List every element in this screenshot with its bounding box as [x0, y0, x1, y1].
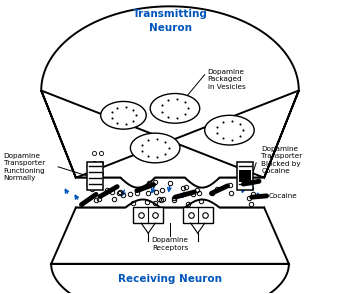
- Bar: [183, 208, 212, 223]
- Ellipse shape: [101, 101, 146, 129]
- Text: Dopamine
Transporter
Blocked by
Cocaine: Dopamine Transporter Blocked by Cocaine: [261, 146, 302, 174]
- Ellipse shape: [205, 115, 254, 145]
- Text: Dopamine
Transporter
Functioning
Normally: Dopamine Transporter Functioning Normall…: [4, 153, 45, 181]
- Bar: [133, 208, 163, 223]
- Ellipse shape: [150, 93, 200, 123]
- Text: Dopamine
Packaged
in Vesicles: Dopamine Packaged in Vesicles: [208, 69, 246, 90]
- Ellipse shape: [130, 133, 180, 163]
- Bar: [76, 178, 264, 208]
- Polygon shape: [41, 6, 299, 188]
- Text: Dopamine
Receptors: Dopamine Receptors: [151, 237, 189, 251]
- Bar: [239, 170, 251, 182]
- Bar: [237, 162, 253, 190]
- Text: Receiving Neuron: Receiving Neuron: [118, 274, 222, 284]
- Text: Cocaine: Cocaine: [269, 193, 298, 198]
- Polygon shape: [51, 200, 289, 294]
- Text: Transmitting
Neuron: Transmitting Neuron: [133, 9, 207, 33]
- Bar: [87, 162, 103, 190]
